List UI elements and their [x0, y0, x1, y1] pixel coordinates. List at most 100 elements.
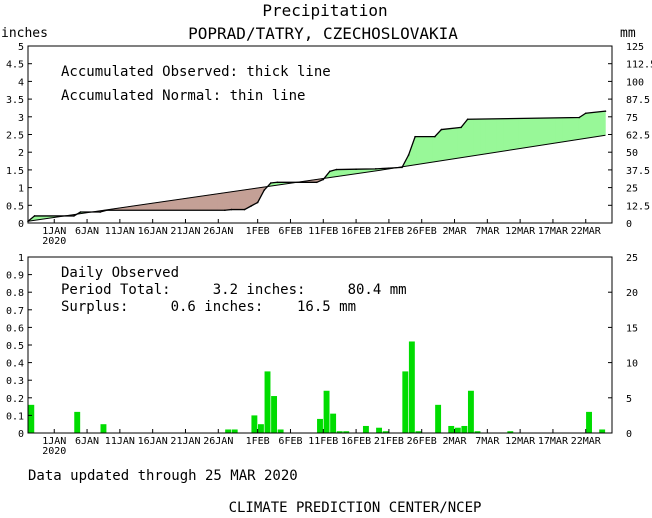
- top-left-tick-label: 0: [18, 219, 24, 230]
- top-x-tick-label: 22MAR: [571, 226, 602, 237]
- observed-accumulated-point: [256, 201, 259, 204]
- bottom-x-tick-label: 6JAN: [75, 436, 99, 447]
- top-x-tick-label: 11FEB: [308, 226, 338, 237]
- top-left-tick-label: 4: [18, 77, 24, 88]
- bottom-right-tick-label: 25: [626, 253, 638, 264]
- bottom-x-tick-label: 1FEB: [246, 436, 270, 447]
- observed-accumulated-point: [578, 116, 580, 119]
- surplus-total: Surplus: 0.6 inches: 16.5 mm: [61, 299, 356, 315]
- daily-precip-bar: [402, 371, 409, 433]
- bottom-left-tick-label: 0.7: [6, 306, 24, 317]
- bottom-right-tick-label: 20: [626, 288, 638, 299]
- top-right-tick-label: 87.5: [626, 95, 650, 106]
- left-unit-label: inches: [1, 26, 48, 41]
- observed-accumulated-point: [335, 168, 338, 171]
- station-name: POPRAD/TATRY, CZECHOSLOVAKIA: [188, 24, 458, 43]
- bottom-x-tick-label: 11JAN: [105, 436, 135, 447]
- observed-accumulated-point: [434, 135, 436, 138]
- accumulated-axes: 00.511.522.533.544.55012.52537.55062.575…: [6, 42, 652, 247]
- bottom-year-label: 2020: [42, 446, 66, 457]
- credit-line: CLIMATE PREDICTION CENTER/NCEP: [229, 500, 482, 516]
- bottom-x-tick-label: 26FEB: [407, 436, 437, 447]
- observed-accumulated-point: [329, 170, 331, 173]
- observed-accumulated-point: [79, 211, 82, 213]
- top-right-tick-label: 25: [626, 184, 638, 195]
- top-left-tick-label: 3: [18, 113, 24, 124]
- daily-precip-bar: [376, 427, 383, 433]
- observed-accumulated-point: [315, 181, 318, 184]
- observed-accumulated-point: [584, 112, 587, 115]
- bottom-right-tick-label: 0: [626, 429, 632, 440]
- top-right-tick-label: 100: [626, 77, 644, 88]
- top-x-tick-label: 2MAR: [442, 226, 467, 237]
- daily-precip-bar: [317, 418, 323, 433]
- daily-precip-bar: [323, 390, 330, 433]
- observed-accumulated-point: [250, 205, 252, 207]
- observed-accumulated-point: [263, 189, 266, 191]
- bottom-x-tick-label: 17MAR: [538, 436, 569, 447]
- legend-normal: Accumulated Normal: thin line: [61, 88, 305, 104]
- observed-accumulated-point: [414, 135, 416, 138]
- bottom-left-tick-label: 0.8: [6, 288, 24, 299]
- bottom-left-tick-label: 0.9: [6, 271, 24, 282]
- top-x-tick-label: 16JAN: [138, 226, 168, 237]
- top-right-tick-label: 112.5: [626, 60, 652, 71]
- bottom-left-tick-label: 0.6: [6, 323, 24, 334]
- top-right-tick-label: 62.5: [626, 131, 650, 142]
- top-x-tick-label: 11JAN: [105, 226, 135, 237]
- top-x-tick-label: 16FEB: [341, 226, 371, 237]
- right-unit-label: mm: [620, 26, 636, 41]
- surplus-area-segment: [603, 110, 606, 136]
- accumulated-difference-fills: [26, 110, 606, 222]
- top-x-tick-label: 6JAN: [75, 226, 99, 237]
- daily-precip-bar: [435, 404, 442, 433]
- daily-precip-bar: [474, 431, 481, 433]
- daily-precip-bar: [28, 404, 35, 433]
- observed-accumulated-point: [355, 168, 357, 170]
- top-x-tick-label: 21FEB: [374, 226, 404, 237]
- daily-precip-bar: [225, 429, 232, 433]
- bottom-left-tick-label: 0.2: [6, 394, 24, 405]
- bottom-left-tick-label: 1: [18, 253, 24, 264]
- observed-accumulated-point: [224, 209, 226, 212]
- bottom-x-tick-label: 12MAR: [505, 436, 536, 447]
- top-x-tick-label: 1FEB: [246, 226, 270, 237]
- top-x-tick-label: 17MAR: [538, 226, 569, 237]
- top-right-tick-label: 37.5: [626, 166, 650, 177]
- top-right-tick-label: 0: [626, 219, 632, 230]
- bottom-x-tick-label: 2MAR: [442, 436, 467, 447]
- top-year-label: 2020: [42, 236, 66, 247]
- top-x-tick-label: 26FEB: [407, 226, 437, 237]
- daily-precip-bar: [251, 415, 258, 433]
- daily-precip-bar: [454, 427, 461, 433]
- bottom-x-tick-label: 16JAN: [138, 436, 168, 447]
- top-x-tick-label: 26JAN: [203, 226, 233, 237]
- observed-accumulated-point: [466, 118, 469, 121]
- top-x-tick-label: 6FEB: [278, 226, 302, 237]
- accumulated-panel: 00.511.522.533.544.55012.52537.55062.575…: [6, 42, 652, 247]
- observed-accumulated-point: [73, 215, 75, 217]
- daily-precip-bar: [277, 429, 284, 433]
- top-right-tick-label: 50: [626, 148, 638, 159]
- bottom-left-tick-label: 0.5: [6, 341, 24, 352]
- daily-panel: 00.10.20.30.40.50.60.70.80.9105101520251…: [6, 253, 638, 457]
- daily-precip-bar: [586, 411, 592, 433]
- bottom-right-tick-label: 15: [626, 323, 638, 334]
- top-right-tick-label: 75: [626, 113, 638, 124]
- top-x-tick-label: 21JAN: [170, 226, 200, 237]
- observed-accumulated-point: [230, 208, 233, 211]
- daily-heading: Daily Observed: [61, 265, 179, 281]
- data-updated: Data updated through 25 MAR 2020: [28, 468, 298, 484]
- daily-precip-bar: [100, 424, 107, 433]
- observed-accumulated-point: [440, 128, 443, 131]
- top-left-tick-label: 1.5: [6, 166, 24, 177]
- observed-accumulated-point: [105, 209, 108, 212]
- observed-accumulated-point: [460, 126, 462, 129]
- top-right-tick-label: 125: [626, 42, 644, 53]
- top-left-tick-label: 3.5: [6, 95, 24, 106]
- bottom-right-tick-label: 10: [626, 359, 638, 370]
- top-x-tick-label: 1JAN: [42, 226, 66, 237]
- observed-accumulated-point: [388, 167, 390, 169]
- daily-precip-bar: [448, 425, 455, 433]
